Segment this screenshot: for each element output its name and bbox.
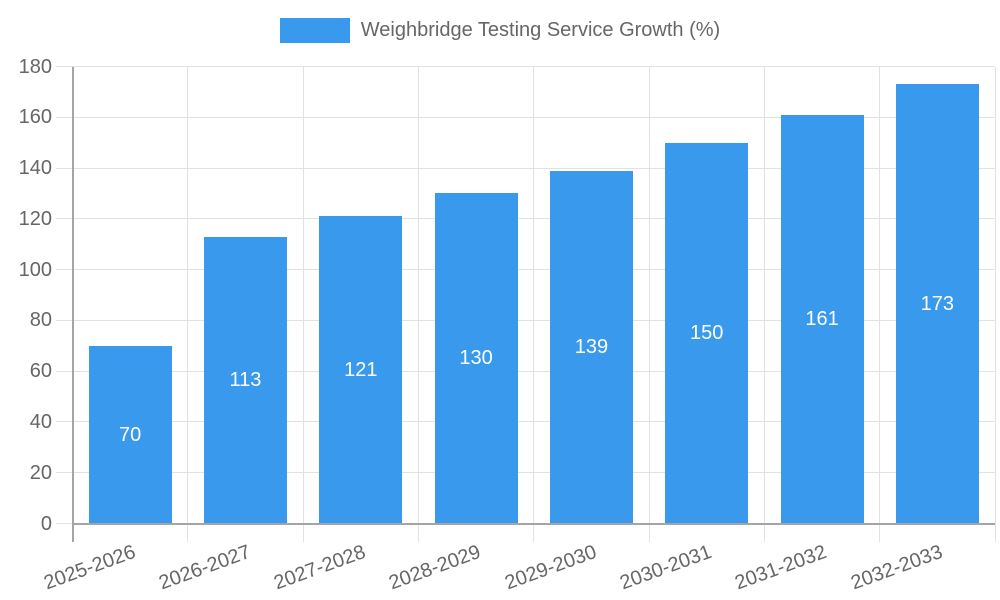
bar[interactable]: 113	[203, 236, 287, 524]
bar[interactable]: 150	[665, 142, 749, 524]
x-gridline	[302, 66, 304, 542]
x-tick-label: 2025-2026	[40, 540, 139, 595]
x-gridline	[763, 66, 765, 542]
bar-value-label: 139	[574, 336, 609, 359]
y-gridline	[55, 218, 995, 220]
legend-label[interactable]: Weighbridge Testing Service Growth (%)	[360, 19, 721, 41]
y-axis-line	[71, 66, 74, 542]
x-tick-label: 2030-2031	[617, 540, 715, 595]
y-tick-label: 40	[29, 410, 52, 433]
legend-swatch[interactable]	[279, 17, 350, 43]
y-gridline	[55, 370, 995, 372]
y-tick-label: 160	[18, 106, 52, 129]
y-tick-label: 0	[40, 512, 52, 535]
y-gridline	[55, 472, 995, 474]
x-tick-label: 2032-2033	[847, 540, 946, 595]
x-tick-label: 2027-2028	[271, 540, 369, 595]
y-gridline	[55, 116, 995, 118]
bar-value-label: 130	[459, 347, 493, 370]
legend: Weighbridge Testing Service Growth (%)	[0, 17, 1000, 43]
bar-value-label: 173	[920, 292, 955, 315]
y-tick-label: 120	[18, 207, 52, 230]
bar-value-label: 150	[690, 322, 724, 345]
x-gridline	[417, 66, 419, 542]
y-gridline	[55, 319, 995, 321]
y-tick-label: 140	[18, 157, 52, 180]
x-tick-label: 2031-2032	[732, 540, 830, 595]
y-gridline	[55, 421, 995, 423]
bar[interactable]: 70	[88, 345, 172, 524]
y-tick-label: 100	[18, 258, 52, 281]
x-gridline	[879, 66, 881, 542]
y-gridline	[55, 269, 995, 271]
x-gridline	[648, 66, 650, 542]
y-gridline	[55, 66, 995, 67]
x-gridline	[533, 66, 535, 542]
bar-value-label: 113	[229, 369, 262, 392]
bar[interactable]: 173	[895, 84, 979, 524]
x-tick-label: 2028-2029	[386, 540, 484, 595]
bar[interactable]: 130	[434, 193, 518, 524]
y-tick-label: 180	[18, 55, 52, 78]
x-gridline	[187, 66, 189, 542]
y-tick-label: 60	[29, 360, 52, 383]
bar[interactable]: 161	[780, 114, 864, 524]
y-tick-label: 80	[29, 309, 52, 332]
x-axis-line	[71, 522, 995, 525]
y-tick-label: 20	[29, 461, 52, 484]
x-tick-label: 2029-2030	[501, 540, 600, 595]
y-gridline	[55, 167, 995, 169]
bar-value-label: 70	[119, 423, 142, 446]
bar-value-label: 121	[344, 358, 378, 381]
bar[interactable]: 139	[549, 170, 633, 524]
x-tick-label: 2026-2027	[155, 540, 254, 595]
bar-value-label: 161	[805, 308, 839, 331]
bar[interactable]: 121	[319, 216, 403, 524]
x-gridline	[994, 66, 996, 542]
